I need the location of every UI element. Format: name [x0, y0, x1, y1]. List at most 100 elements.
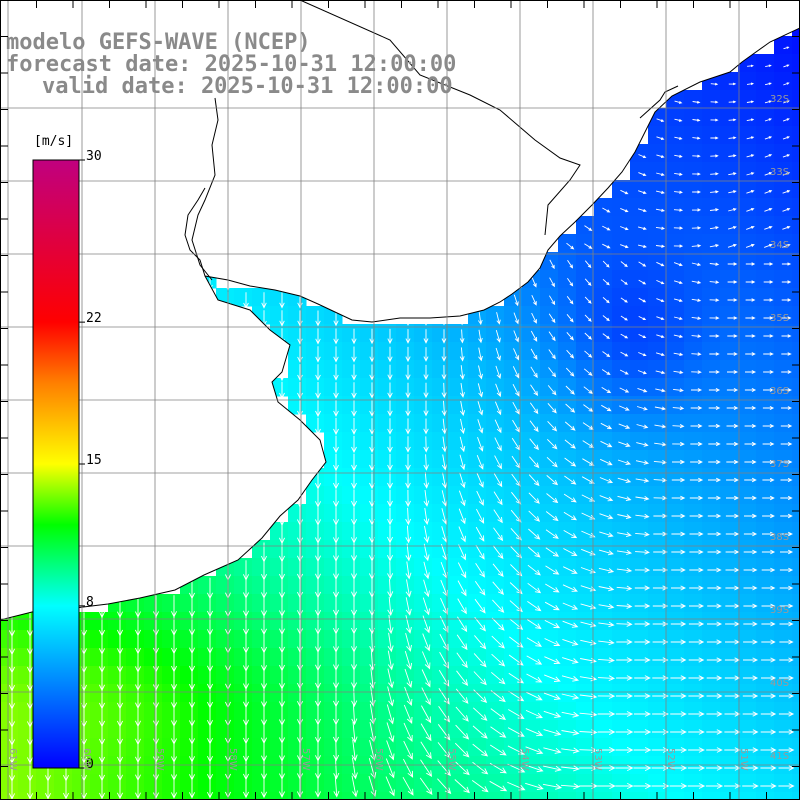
wind-arrow: [509, 636, 524, 648]
wind-cell: [252, 540, 271, 559]
wind-arrow: [598, 657, 615, 664]
wind-arrow: [405, 472, 411, 490]
wind-arrow: [652, 585, 669, 591]
wind-arrow: [491, 635, 505, 649]
wind-cell: [0, 648, 19, 667]
wind-arrow: [602, 243, 611, 249]
wind-arrow: [315, 328, 321, 345]
wind-arrow: [491, 671, 506, 685]
wind-arrow: [692, 154, 701, 158]
wind-cell: [396, 396, 415, 415]
wind-arrow: [597, 746, 616, 754]
wind-arrow: [478, 329, 483, 344]
wind-cell: [162, 702, 181, 721]
wind-cell: [306, 360, 325, 379]
wind-arrow: [634, 585, 651, 591]
wind-cell: [0, 702, 19, 721]
wind-arrow: [528, 528, 541, 540]
wind-cell: [774, 234, 793, 253]
wind-cell: [612, 306, 631, 325]
wind-cell: [414, 342, 433, 361]
wind-cell: [630, 504, 649, 523]
wind-arrow: [563, 530, 578, 539]
wind-cell: [468, 414, 487, 433]
wind-arrow: [708, 387, 721, 393]
wind-cell: [540, 324, 559, 343]
wind-arrow: [545, 565, 560, 575]
wind-arrow: [454, 761, 470, 776]
wind-arrow: [654, 424, 667, 429]
wind-cell: [162, 630, 181, 649]
wind-cell: [180, 684, 199, 703]
wind-arrow: [760, 747, 777, 753]
wind-arrow: [458, 526, 466, 543]
wind-cell: [504, 774, 523, 793]
wind-cell: [720, 630, 739, 649]
wind-arrow: [405, 489, 411, 508]
wind-arrow: [620, 244, 629, 249]
wind-arrow: [297, 381, 303, 400]
wind-cell: [234, 792, 253, 800]
wind-cell: [666, 666, 685, 685]
wind-arrow: [726, 405, 739, 411]
wind-arrow: [653, 531, 668, 537]
wind-cell: [162, 648, 181, 667]
wind-cell: [684, 162, 703, 181]
wind-cell: [324, 396, 343, 415]
wind-cell: [342, 486, 361, 505]
wind-arrow: [545, 511, 559, 522]
wind-cell: [486, 324, 505, 343]
wind-cell: [90, 720, 109, 739]
wind-arrow: [584, 260, 592, 269]
wind-cell: [360, 468, 379, 487]
wind-cell: [684, 270, 703, 289]
wind-cell: [630, 468, 649, 487]
latitude-label: 34S: [770, 240, 790, 251]
wind-cell: [198, 666, 217, 685]
wind-arrow: [744, 405, 757, 411]
wind-cell: [324, 774, 343, 793]
wind-cell: [378, 612, 397, 631]
wind-cell: [432, 630, 451, 649]
wind-arrow: [525, 764, 544, 773]
wind-arrow: [279, 310, 285, 327]
wind-arrow: [513, 348, 520, 361]
wind-arrow: [781, 406, 793, 410]
wind-cell: [648, 396, 667, 415]
longitude-label: 55W: [446, 748, 457, 771]
wind-cell: [108, 612, 127, 631]
wind-cell: [558, 738, 577, 757]
wind-cell: [450, 378, 469, 397]
wind-cell: [720, 576, 739, 595]
wind-cell: [126, 684, 145, 703]
wind-arrow: [584, 296, 592, 304]
wind-cell: [360, 396, 379, 415]
wind-cell: [522, 720, 541, 739]
wind-cell: [594, 558, 613, 577]
wind-cell: [756, 630, 775, 649]
wind-arrow: [423, 418, 429, 435]
model-title: modelo GEFS-WAVE (NCEP): [6, 30, 311, 55]
wind-cell: [774, 540, 793, 559]
wind-cell: [432, 666, 451, 685]
wind-arrow: [746, 136, 755, 140]
colorbar-ramp: [32, 159, 80, 769]
wind-cell: [432, 702, 451, 721]
wind-cell: [576, 468, 595, 487]
wind-arrow: [726, 387, 739, 393]
wind-arrow: [760, 729, 777, 735]
wind-cell: [792, 324, 800, 343]
wind-cell: [396, 576, 415, 595]
wind-cell: [162, 612, 181, 631]
wind-cell: [306, 414, 325, 433]
wind-cell: [180, 612, 199, 631]
wind-arrow: [620, 333, 629, 339]
wind-cell: [756, 162, 775, 181]
wind-arrow: [688, 657, 705, 663]
wind-cell: [666, 432, 685, 451]
wind-cell: [468, 396, 487, 415]
wind-arrow: [706, 729, 723, 735]
wind-cell: [306, 702, 325, 721]
wind-cell: [630, 306, 649, 325]
wind-cell: [342, 594, 361, 613]
